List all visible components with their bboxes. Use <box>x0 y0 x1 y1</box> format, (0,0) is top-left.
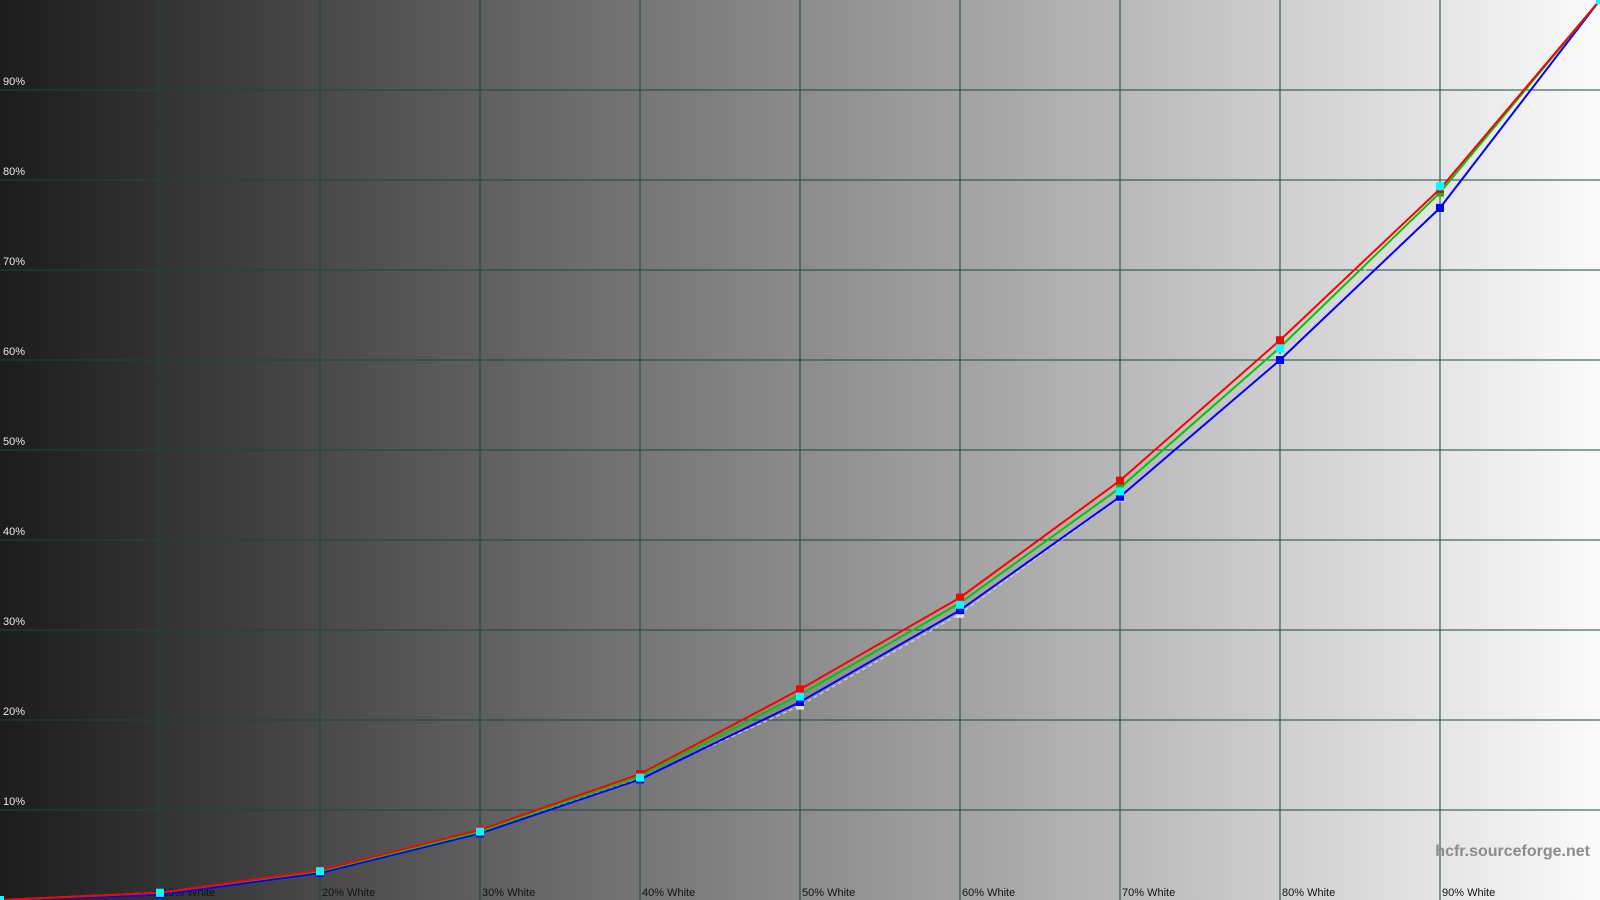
x-tick-label: 40% White <box>642 887 695 899</box>
point-marker <box>796 692 804 701</box>
y-tick-label: 80% <box>3 166 25 178</box>
y-tick-label: 90% <box>3 76 25 88</box>
x-tick-label: 80% White <box>1282 887 1335 899</box>
x-tick-label: 70% White <box>1122 887 1175 899</box>
point-marker <box>956 600 964 609</box>
y-tick-label: 20% <box>3 706 25 718</box>
point-marker <box>956 593 964 602</box>
point-marker <box>156 888 164 897</box>
x-tick-label: 60% White <box>962 887 1015 899</box>
point-marker <box>1276 336 1284 345</box>
point-marker <box>636 773 644 782</box>
point-marker <box>1116 492 1124 501</box>
point-marker <box>796 698 804 706</box>
point-marker <box>796 685 804 694</box>
point-marker <box>956 606 964 615</box>
point-marker <box>1116 476 1124 485</box>
point-marker <box>1276 344 1284 353</box>
y-tick-label: 60% <box>3 346 25 358</box>
point-marker <box>1116 487 1124 496</box>
watermark: hcfr.sourceforge.net <box>1435 843 1590 860</box>
x-tick-label: 50% White <box>802 887 855 899</box>
point-marker <box>1596 0 1600 4</box>
y-tick-label: 50% <box>3 436 25 448</box>
point-marker <box>476 827 484 836</box>
y-tick-label: 10% <box>3 796 25 808</box>
y-tick-label: 70% <box>3 256 25 268</box>
x-tick-label: 90% White <box>1442 887 1495 899</box>
point-marker <box>1436 203 1444 212</box>
point-marker <box>1276 356 1284 364</box>
y-tick-label: 40% <box>3 526 25 538</box>
point-marker <box>1436 182 1444 191</box>
y-tick-label: 30% <box>3 616 25 628</box>
point-marker <box>0 896 4 900</box>
x-tick-label: 20% White <box>322 887 375 899</box>
x-tick-label: 30% White <box>482 887 535 899</box>
point-marker <box>316 867 324 876</box>
